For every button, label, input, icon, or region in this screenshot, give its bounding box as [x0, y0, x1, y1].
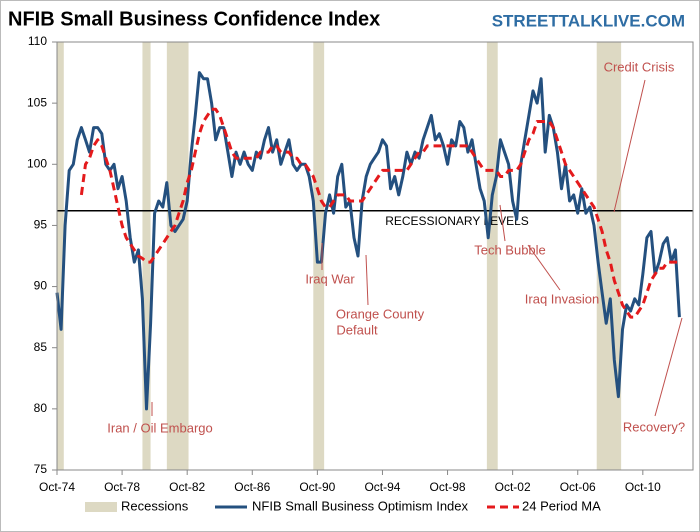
legend-label: Recessions	[121, 498, 189, 513]
annotation: Tech Bubble	[474, 242, 546, 257]
annotation: Orange County	[336, 306, 425, 321]
annotation: Recovery?	[623, 419, 685, 434]
recession-band	[142, 42, 151, 470]
x-tick-label: Oct-10	[625, 480, 661, 494]
x-tick-label: Oct-06	[560, 480, 596, 494]
annotation-arrow	[527, 244, 561, 291]
recession-band	[166, 42, 189, 470]
y-tick-label: 100	[27, 156, 47, 170]
reference-label: RECESSIONARY LEVELS	[385, 214, 529, 228]
annotation: Credit Crisis	[604, 59, 675, 74]
y-tick-label: 85	[34, 340, 48, 354]
annotation-arrow	[365, 254, 369, 306]
annotation: Iran / Oil Embargo	[107, 420, 213, 435]
series-line	[55, 71, 681, 411]
annotation-arrow	[613, 79, 646, 213]
x-tick-label: Oct-86	[234, 480, 270, 494]
y-tick-label: 110	[28, 34, 47, 48]
annotation: Iraq War	[305, 271, 355, 286]
annotation-arrow	[654, 317, 683, 417]
y-tick-label: 80	[34, 401, 48, 415]
recession-band	[313, 42, 325, 470]
legend-label: NFIB Small Business Optimism Index	[252, 498, 469, 513]
watermark: STREETTALKLIVE.COM	[492, 11, 685, 30]
x-tick-label: Oct-78	[104, 480, 140, 494]
series-line	[79, 107, 680, 319]
x-tick-label: Oct-02	[495, 480, 531, 494]
chart-title: NFIB Small Business Confidence Index	[8, 8, 380, 30]
x-tick-label: Oct-82	[169, 480, 205, 494]
x-tick-label: Oct-94	[364, 480, 400, 494]
recession-band	[57, 42, 64, 470]
x-tick-label: Oct-90	[299, 480, 335, 494]
recession-band	[486, 42, 498, 470]
annotation: Iraq Invasion	[525, 291, 599, 306]
x-tick-label: Oct-98	[430, 480, 466, 494]
y-tick-label: 75	[34, 462, 48, 476]
legend-swatch	[85, 502, 117, 512]
annotation-arrow	[499, 204, 506, 242]
plot-frame	[56, 41, 694, 471]
annotation: Default	[336, 322, 378, 337]
y-tick-label: 95	[34, 218, 48, 232]
x-tick-label: Oct-74	[39, 480, 75, 494]
y-tick-label: 90	[34, 279, 48, 293]
legend-label: 24 Period MA	[522, 498, 601, 513]
y-tick-label: 105	[27, 95, 47, 109]
plot-layer: RECESSIONARY LEVELS	[55, 42, 693, 470]
